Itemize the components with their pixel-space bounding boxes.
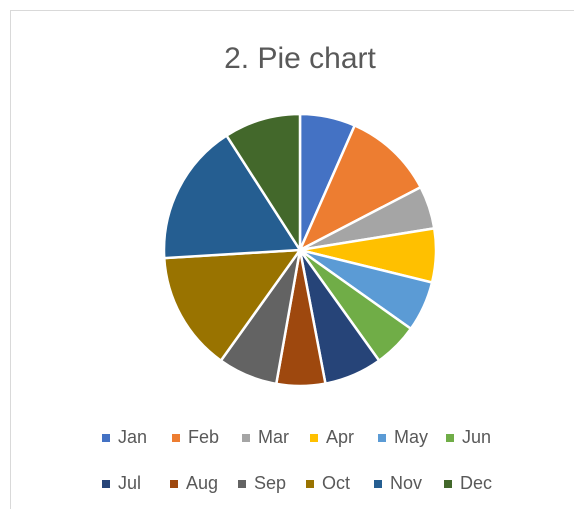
legend-swatch [242, 434, 250, 442]
legend-label: Nov [390, 473, 422, 493]
chart-title: 2. Pie chart [224, 42, 376, 75]
legend-label: Jan [118, 427, 147, 447]
pie-slice [162, 133, 303, 260]
legend-swatch [102, 434, 110, 442]
pie-slice [162, 248, 303, 363]
legend-label: Oct [322, 473, 350, 493]
legend-swatch [102, 480, 110, 488]
legend-swatch [170, 480, 178, 488]
legend-swatch [172, 434, 180, 442]
legend-swatch [238, 480, 246, 488]
legend-swatch [444, 480, 452, 488]
legend-swatch [310, 434, 318, 442]
legend-swatch [374, 480, 382, 488]
legend-label: Feb [188, 427, 219, 447]
legend-label: May [394, 427, 428, 447]
legend-label: Jun [462, 427, 491, 447]
legend-label: Aug [186, 473, 218, 493]
legend-label: Jul [118, 473, 141, 493]
legend-label: Apr [326, 427, 354, 447]
legend-label: Sep [254, 473, 286, 493]
legend-swatch [306, 480, 314, 488]
pie-slice [297, 123, 423, 253]
pie-slice [224, 112, 302, 255]
legend-label: Mar [258, 427, 289, 447]
legend-label: Dec [460, 473, 492, 493]
legend-swatch [378, 434, 386, 442]
legend-swatch [446, 434, 454, 442]
